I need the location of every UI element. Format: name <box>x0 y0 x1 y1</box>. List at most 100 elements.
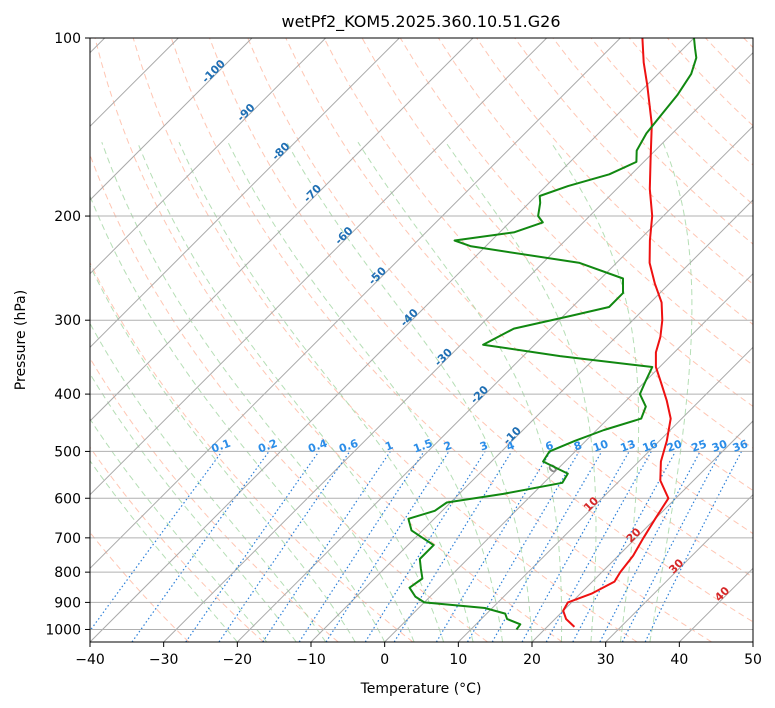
isotherm-line <box>90 38 400 349</box>
mixing-ratio-line <box>262 451 391 642</box>
mixing-ratio-label: 4 <box>505 439 517 454</box>
dry-adiabat-line <box>170 38 712 642</box>
mixing-ratio-line <box>599 451 701 642</box>
mixing-ratio-line <box>131 451 270 642</box>
isotherm-line <box>90 38 253 201</box>
y-tick-label: 1000 <box>45 622 81 638</box>
mixing-ratio-label: 8 <box>572 439 584 454</box>
dry-adiabat-line <box>667 38 753 127</box>
isotherm-label: 30 <box>666 556 686 576</box>
x-tick-label: 50 <box>744 652 762 668</box>
isotherm-label: -80 <box>269 140 292 163</box>
mixing-ratio-line <box>572 451 677 642</box>
y-tick-label: 500 <box>54 444 81 460</box>
isotherm-label: 10 <box>581 494 601 514</box>
x-tick-label: 10 <box>449 652 467 668</box>
plot-area: -100-90-80-70-60-50-40-30-20-10010203040… <box>90 38 753 642</box>
isotherm-label: -50 <box>366 264 389 287</box>
y-tick-label: 900 <box>54 595 81 611</box>
x-tick-label: 0 <box>380 652 389 668</box>
x-tick-label: 40 <box>670 652 688 668</box>
isotherm-label: -60 <box>332 224 355 247</box>
x-tick-label: −40 <box>75 652 105 668</box>
y-axis-title: Pressure (hPa) <box>13 290 29 390</box>
isotherm-line <box>90 38 695 642</box>
isotherm-line <box>531 420 753 642</box>
mixing-ratio-label: 1 <box>383 439 395 454</box>
x-tick-label: −10 <box>296 652 326 668</box>
mixing-ratio-labels: 0.1 0.2 0.4 0.6 1 1.5 2 3 4 6 8 10 13 16 20 25 30 36 <box>210 437 750 456</box>
mixing-ratio-label: 0.2 <box>256 437 279 456</box>
mixing-ratio-label: 25 <box>690 437 709 454</box>
mixing-ratio-line <box>466 451 580 642</box>
isotherm-label: 40 <box>712 584 732 604</box>
x-tick-label: 20 <box>523 652 541 668</box>
dry-adiabat-line <box>90 153 488 642</box>
dry-adiabat-line <box>94 38 563 642</box>
mixing-ratio-label: 0.6 <box>337 437 360 456</box>
mixing-ratio-label: 30 <box>710 437 729 455</box>
dry-adiabat-line <box>323 38 753 492</box>
dry-adiabat-line <box>590 38 753 206</box>
dry-adiabat-line <box>90 446 264 642</box>
moist-adiabat-line <box>137 142 445 642</box>
dry-adiabat-line <box>743 38 753 49</box>
isotherm-line <box>605 493 753 642</box>
isotherms <box>90 38 753 642</box>
isotherm-line <box>310 199 753 642</box>
x-tick-label: 30 <box>597 652 615 668</box>
moist-adiabat-line <box>90 418 268 642</box>
isotherm-label: -90 <box>234 101 257 124</box>
dry-adiabat-line <box>514 38 753 285</box>
mixing-ratio-lines <box>90 451 743 642</box>
moist-adiabat-line <box>90 372 297 642</box>
isotherm-line <box>457 346 753 642</box>
dry-adiabat-line <box>247 38 753 578</box>
y-tick-label: 300 <box>54 313 81 329</box>
mixing-ratio-label: 10 <box>591 437 610 455</box>
y-tick-label: 100 <box>54 31 81 47</box>
mixing-ratio-label: 20 <box>665 437 684 455</box>
mixing-ratio-label: 1.5 <box>412 437 435 456</box>
dry-adiabat-line <box>132 38 638 642</box>
mixing-ratio-label: 3 <box>478 439 490 454</box>
y-tick-label: 600 <box>54 491 81 507</box>
isotherm-line <box>90 38 474 422</box>
isotherm-line <box>384 272 753 642</box>
isotherm-label: -40 <box>398 306 421 329</box>
mixing-ratio-label: 0.4 <box>306 437 329 456</box>
mixing-ratio-line <box>393 451 513 642</box>
chart-title: wetPf2_KOM5.2025.360.10.51.G26 <box>281 12 560 32</box>
isotherm-line <box>90 38 621 570</box>
x-axis: −40 −30 −20 −10 0 10 20 30 40 50 <box>75 642 762 668</box>
isotherm-label: -30 <box>432 345 455 368</box>
mixing-ratio-label: 0.1 <box>210 437 233 456</box>
mixing-ratio-label: 13 <box>619 437 638 454</box>
isotherm-line <box>678 567 753 642</box>
moist-adiabat-line <box>178 141 474 642</box>
mixing-ratio-label: 6 <box>544 439 556 454</box>
dewpoint-profile-line <box>407 38 698 631</box>
dry-adiabat-line <box>90 357 339 642</box>
x-tick-label: −30 <box>149 652 179 668</box>
mixing-ratio-line <box>298 451 425 642</box>
y-axis: 100 200 300 400 500 600 700 800 900 1000 <box>45 31 90 638</box>
mixing-ratio-line <box>90 451 223 632</box>
isotherm-label: -70 <box>301 182 324 205</box>
dry-adiabat-line <box>437 38 753 366</box>
isotherm-line <box>90 38 548 496</box>
isotherm-label: -100 <box>199 57 228 86</box>
isotherm-line <box>236 125 753 642</box>
dry-adiabat-line <box>476 38 753 326</box>
dry-adiabat-line <box>90 261 414 642</box>
isotherm-line <box>752 641 753 642</box>
isotherm-label: -20 <box>468 383 491 406</box>
y-tick-label: 700 <box>54 531 81 547</box>
x-tick-label: −20 <box>223 652 253 668</box>
mixing-ratio-line <box>364 451 486 642</box>
moist-adiabat-line <box>445 141 597 642</box>
isotherm-line <box>163 51 753 642</box>
y-tick-label: 800 <box>54 565 81 581</box>
dry-adiabat-line <box>705 38 753 88</box>
